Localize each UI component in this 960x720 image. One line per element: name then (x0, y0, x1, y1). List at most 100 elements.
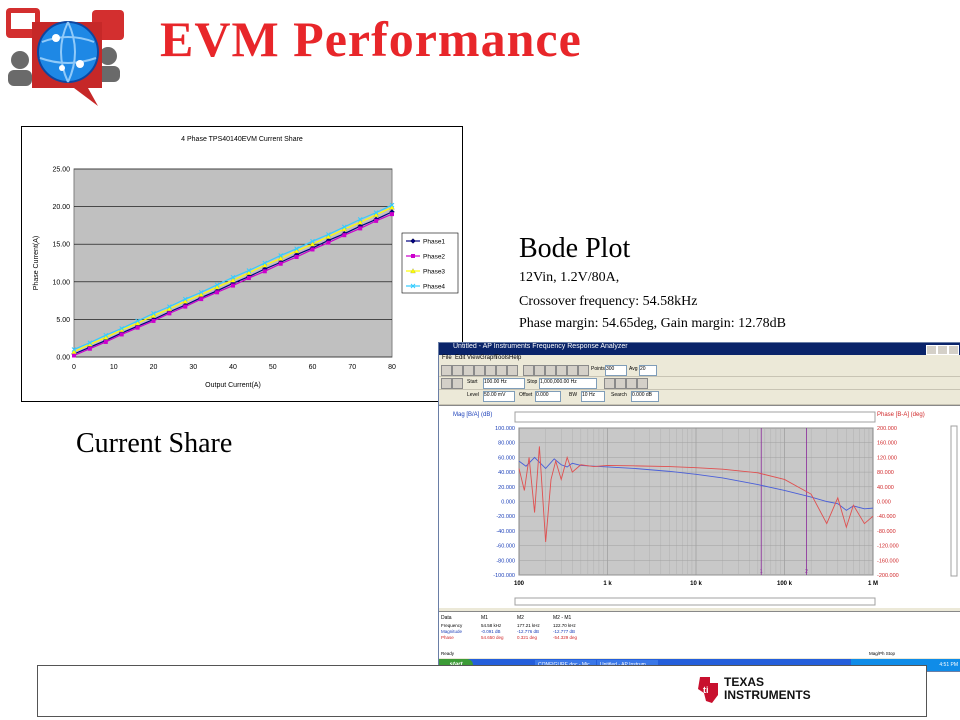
freq-tick-label: 100 (514, 581, 525, 587)
x-tick-label: 20 (150, 364, 158, 371)
zoom-icon[interactable] (615, 378, 626, 389)
bw-label: BW (569, 392, 578, 398)
data-point (389, 204, 395, 210)
save-icon[interactable] (463, 365, 474, 376)
data-point (119, 332, 124, 337)
svg-text:ti: ti (703, 685, 709, 695)
menu-bar: File Edit View Graph Tools Help (439, 355, 960, 364)
data-point (310, 238, 315, 244)
frequency-analyzer-window: Untitled - AP Instruments Frequency Resp… (438, 342, 960, 672)
data-point (325, 233, 332, 239)
data-point (342, 233, 347, 238)
data-point (87, 346, 92, 351)
legend-box (401, 232, 459, 294)
data-point (103, 339, 108, 344)
readout-header: M2 - M1 (553, 615, 572, 621)
current-share-caption: Current Share (76, 428, 233, 459)
readout-row: Magnitude -0.091 dB -12.776 dB -12.777 dB (441, 629, 575, 634)
avg-field[interactable]: 20 (639, 365, 657, 376)
freq-tick-label: 100 k (777, 581, 793, 587)
stop-icon[interactable] (534, 365, 545, 376)
tool-icon[interactable] (507, 365, 518, 376)
data-point (246, 268, 252, 273)
filter-icon[interactable] (496, 365, 507, 376)
x-tick-label: 0 (72, 364, 76, 371)
settings-icon[interactable] (485, 365, 496, 376)
menu-graph[interactable]: Graph (480, 355, 497, 361)
right-scrollbar[interactable] (950, 425, 958, 577)
print-icon[interactable] (474, 365, 485, 376)
mag-tick-label: -80.000 (496, 558, 515, 564)
data-point (167, 311, 172, 316)
data-point (277, 255, 284, 261)
legend-label: Phase1 (423, 239, 445, 246)
avg-label: Avg (629, 366, 638, 372)
grid-icon[interactable] (604, 378, 615, 389)
data-point (103, 334, 109, 340)
status-ready: Ready (441, 651, 455, 656)
start-label: Start (467, 379, 478, 385)
phase-tick-label: 120.000 (877, 455, 897, 461)
run-icon[interactable] (523, 365, 534, 376)
readout-cell: 54.58 kHz (481, 623, 502, 628)
scale-icon[interactable] (637, 378, 648, 389)
phase-tick-label: 0.000 (877, 500, 891, 506)
menu-file[interactable]: File (442, 355, 452, 361)
step-icon[interactable] (452, 378, 463, 389)
open-icon[interactable] (452, 365, 463, 376)
mag-tick-label: -40.000 (496, 529, 515, 535)
data-point (72, 353, 76, 358)
level-field[interactable]: 50.00 mV (483, 391, 515, 402)
data-point (182, 296, 188, 302)
legend-marker (410, 268, 416, 274)
stop-field[interactable]: 1,000,000.00 Hz (539, 378, 597, 389)
start-field[interactable]: 100.00 Hz (483, 378, 525, 389)
mag-tick-label: 60.000 (498, 455, 515, 461)
menu-tools[interactable]: Tools (495, 355, 510, 361)
data-point (310, 247, 315, 252)
marker-readout-panel: Data M1 M2 M2 - M1 Frequency 54.58 kHz 177.21 … (439, 611, 960, 658)
phase-trace (518, 446, 874, 542)
y-tick-label: 5.00 (56, 317, 70, 324)
legend-entry: Phase3 (406, 268, 445, 276)
readout-row: Phase 54.650 deg 0.321 deg -54.329 deg (441, 635, 578, 640)
data-point (119, 326, 125, 331)
search-field[interactable]: 0.000 dB (631, 391, 659, 402)
menu-edit[interactable]: Edit (455, 355, 466, 361)
cursor-icon[interactable] (626, 378, 637, 389)
maximize-button[interactable] (937, 345, 948, 355)
data-point (231, 283, 235, 288)
readout-header: Data (441, 615, 452, 621)
y-tick-label: 25.00 (52, 167, 70, 174)
data-point (293, 248, 300, 254)
toolbar-row-3: Level 50.00 mV Offset 0.000 BW 10 Hz Sea… (439, 390, 960, 405)
minimize-button[interactable] (926, 345, 937, 355)
bottom-scrollbar[interactable] (514, 597, 876, 606)
graph-icon[interactable] (556, 365, 567, 376)
menu-view[interactable]: View (467, 355, 480, 361)
bw-field[interactable]: 10 Hz (581, 391, 605, 402)
menu-help[interactable]: Help (509, 355, 522, 361)
readout-cell: 122.70 kHz (553, 623, 577, 628)
data-point (309, 241, 316, 247)
x-tick-label: 30 (189, 364, 197, 371)
data-point (389, 202, 395, 208)
data-point (262, 269, 267, 274)
help-icon[interactable] (578, 365, 589, 376)
pause-icon[interactable] (545, 365, 556, 376)
marker-icon[interactable] (567, 365, 578, 376)
data-point (341, 226, 348, 232)
y-tick-label: 10.00 (52, 279, 70, 286)
sweep-icon[interactable] (441, 378, 452, 389)
close-button[interactable] (948, 345, 959, 355)
marker-cursor-label: 2 (805, 569, 808, 575)
top-scrollbar[interactable] (514, 411, 876, 423)
series-phase4 (71, 202, 395, 352)
offset-field[interactable]: 0.000 (535, 391, 561, 402)
phase-tick-label: -200.000 (877, 573, 899, 579)
phase-tick-label: -160.000 (877, 558, 899, 564)
points-field[interactable]: 300 (605, 365, 627, 376)
new-icon[interactable] (441, 365, 452, 376)
